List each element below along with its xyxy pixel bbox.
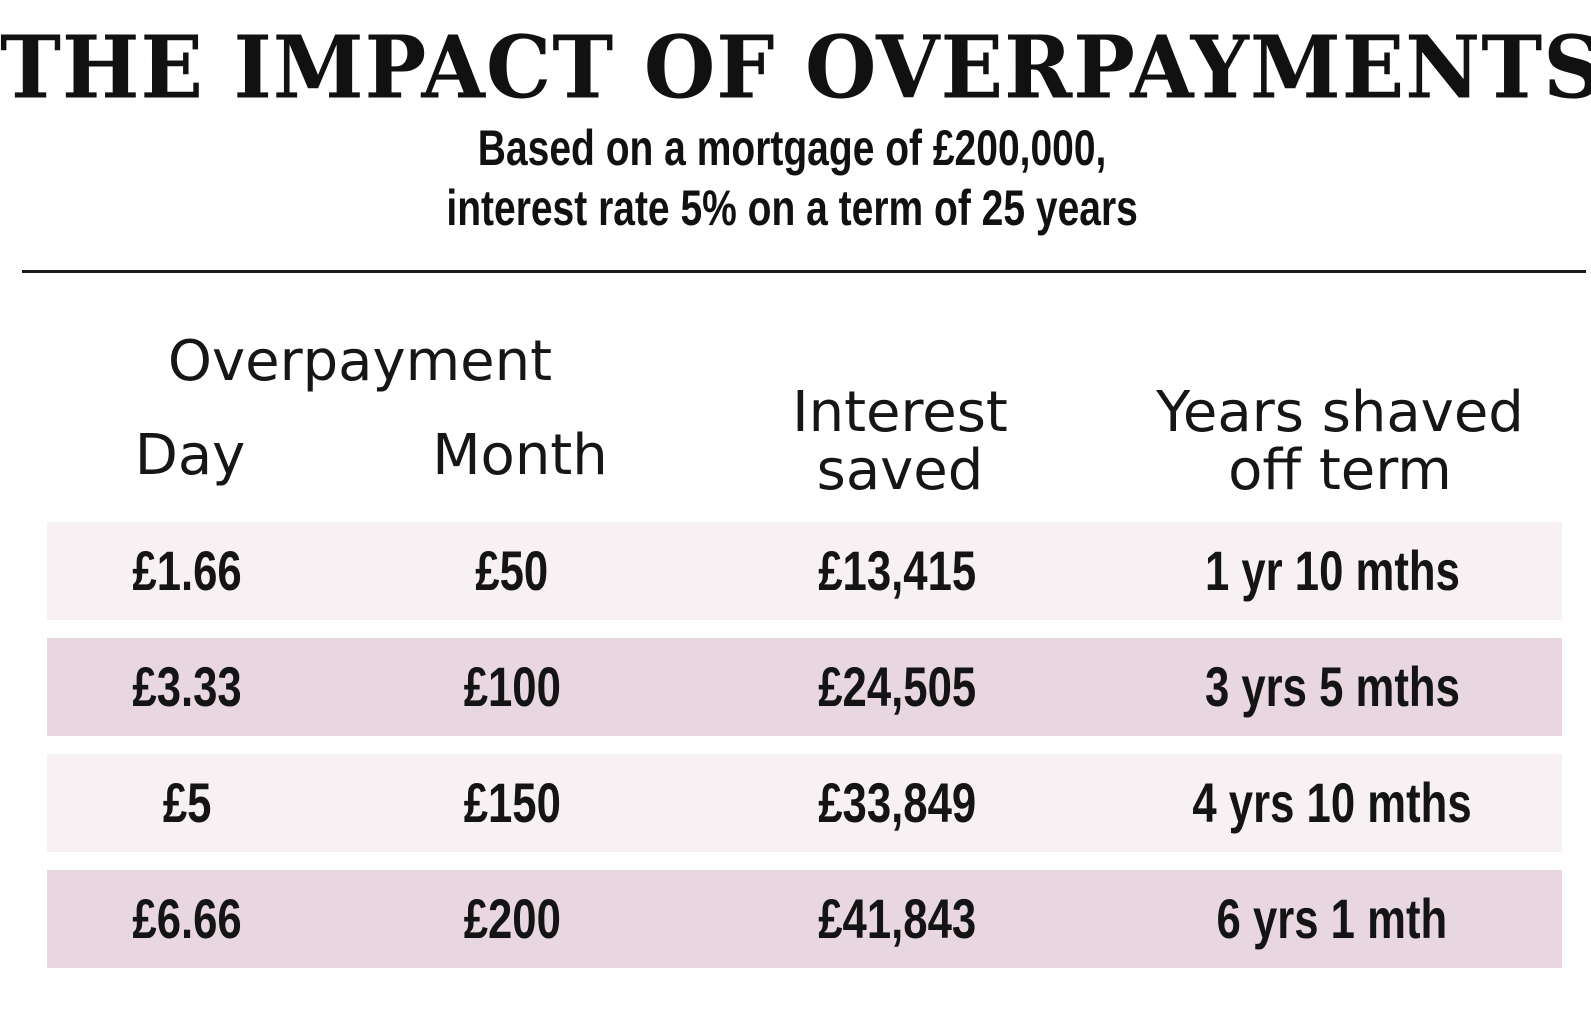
chart-subtitle-line-2: interest rate 5% on a term of 25 years: [446, 180, 1138, 236]
cell-month: £100: [463, 655, 561, 718]
chart-title: THE IMPACT OF OVERPAYMENTS: [0, 17, 1591, 119]
table-row: £3.33 £100 £24,505 3 yrs 5 mths: [47, 638, 1562, 736]
cell-month: £50: [475, 539, 549, 602]
header-years-shaved: Years shaved off term: [1150, 384, 1530, 500]
cell-interest-saved: £41,843: [818, 887, 976, 950]
cell-interest-saved: £13,415: [818, 539, 976, 602]
cell-years-shaved: 6 yrs 1 mth: [1216, 887, 1448, 950]
cell-month: £150: [463, 771, 561, 834]
cell-day: £3.33: [132, 655, 242, 718]
header-interest-saved: Interest saved: [760, 384, 1040, 500]
header-overpayment: Overpayment: [167, 329, 553, 394]
table-row: £5 £150 £33,849 4 yrs 10 mths: [47, 754, 1562, 852]
cell-interest-saved: £33,849: [818, 771, 976, 834]
cell-years-shaved: 3 yrs 5 mths: [1204, 655, 1460, 718]
divider-rule: [22, 270, 1586, 273]
table-row: £6.66 £200 £41,843 6 yrs 1 mth: [47, 870, 1562, 968]
header-interest-line-2: saved: [816, 438, 984, 503]
header-years-line-2: off term: [1228, 438, 1452, 503]
header-years-line-1: Years shaved: [1156, 380, 1524, 445]
cell-day: £1.66: [132, 539, 242, 602]
header-interest-line-1: Interest: [792, 380, 1008, 445]
cell-month: £200: [463, 887, 561, 950]
cell-years-shaved: 4 yrs 10 mths: [1192, 771, 1472, 834]
header-day: Day: [134, 423, 246, 488]
cell-day: £6.66: [132, 887, 242, 950]
cell-day: £5: [162, 771, 212, 834]
table-row: £1.66 £50 £13,415 1 yr 10 mths: [47, 522, 1562, 620]
cell-years-shaved: 1 yr 10 mths: [1204, 539, 1460, 602]
cell-interest-saved: £24,505: [818, 655, 976, 718]
chart-subtitle-line-1: Based on a mortgage of £200,000,: [477, 120, 1107, 176]
header-month: Month: [432, 423, 608, 488]
